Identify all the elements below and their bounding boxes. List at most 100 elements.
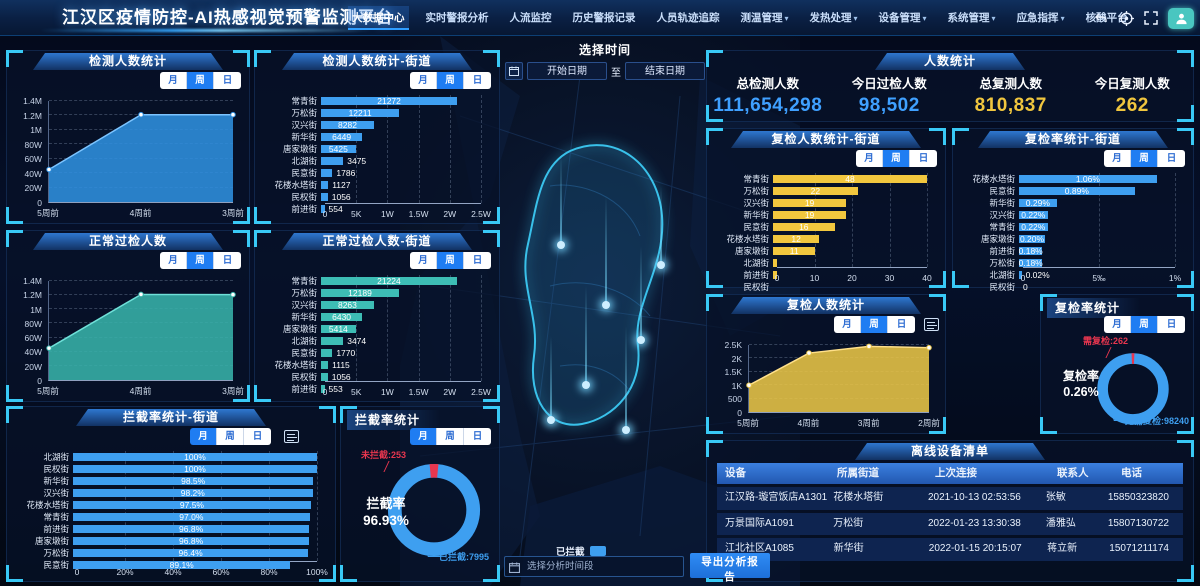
bar-row: 万松街 12189: [263, 287, 481, 299]
tab-月[interactable]: 月: [1104, 316, 1131, 333]
panel-recheck-count: 复检人数统计 月周日 0 500 1K 1.5K 2K 2.5K 5周前 4周前 3周前 2周前: [706, 294, 946, 434]
nav-item-系统管理[interactable]: 系统管理 ▾: [947, 12, 996, 24]
bar: 0.18%: [1018, 246, 1043, 256]
period-tabs: 月周日: [834, 316, 915, 333]
nav-item-测温管理[interactable]: 测温管理 ▾: [740, 12, 789, 24]
tab-周[interactable]: 周: [1131, 150, 1158, 167]
tab-周[interactable]: 周: [437, 72, 464, 89]
bar: 11: [773, 246, 816, 256]
period-tabs: 月周日: [410, 72, 491, 89]
tab-周[interactable]: 周: [217, 428, 244, 445]
column-header: 设备: [725, 467, 746, 479]
tab-周[interactable]: 周: [187, 252, 214, 269]
export-report-button[interactable]: 导出分析报告: [690, 553, 770, 583]
bar-row: 汉兴街 19: [715, 197, 927, 209]
normal-pass-street-bar-chart[interactable]: 常青街 21224 万松街 12189 汉兴街 8263 新华街 6430 唐家墩街 5414 北湖…: [263, 275, 491, 397]
axis-tick: 40: [922, 273, 932, 283]
bar: [321, 156, 344, 166]
axis-tick: 1W: [381, 209, 394, 219]
intercept-rate-donut-chart[interactable]: 拦截率 96.93% 未拦截:253 已拦截:7995: [349, 450, 491, 577]
tab-月[interactable]: 月: [1104, 150, 1131, 167]
offline-device-table: 设备 所属街道 上次连接 联系人 电话 江汉路-璇宫饭店A1301 花楼水塔街 2021-10…: [717, 463, 1183, 575]
category-label: 民权街: [743, 282, 769, 292]
nav-item-人流监控[interactable]: 人流监控: [509, 12, 552, 24]
category-label: 民意街: [291, 168, 317, 178]
axis-tick: 2W: [443, 209, 457, 219]
tab-周[interactable]: 周: [861, 316, 888, 333]
recheck-rate-donut-chart[interactable]: 复检率 0.26% 需复检:262 无需复检:98240: [1049, 336, 1189, 429]
tab-周[interactable]: 周: [883, 150, 910, 167]
recheck-rate-street-bar-chart[interactable]: 花楼水塔街 1.06% 民意街 0.89% 新华街 0.29% 汉兴街 0.22% 常青街 0.2…: [961, 173, 1185, 292]
category-label: 花楼水塔街: [274, 360, 317, 370]
panel-recheck-count-street: 复检人数统计-街道 月周日 常青街 48 万松街 22 汉兴街 19 新华街 19 民意街 16 花…: [706, 128, 946, 292]
bar: [1019, 270, 1022, 280]
tab-月[interactable]: 月: [410, 252, 437, 269]
tab-日[interactable]: 日: [1158, 150, 1185, 167]
intercepted-legend[interactable]: 已拦截: [556, 544, 606, 558]
bar: [321, 168, 333, 178]
tab-日[interactable]: 日: [464, 72, 491, 89]
period-tabs: 月周日: [1104, 316, 1185, 333]
tab-日[interactable]: 日: [214, 72, 241, 89]
tab-月[interactable]: 月: [410, 72, 437, 89]
category-label: 前进街: [743, 270, 769, 280]
fullscreen-icon[interactable]: [1143, 10, 1159, 26]
tab-日[interactable]: 日: [214, 252, 241, 269]
detect-count-area-chart[interactable]: 0 20W 40W 60W 80W 1M 1.2M 1.4M 5周前 4周前 3周前: [23, 96, 244, 218]
app-title: 江汉区疫情防控-AI热感视觉预警监测平台: [62, 8, 394, 27]
stat-item: 今日复测人数 262: [1094, 77, 1170, 116]
map-beam: [582, 286, 590, 389]
category-label: 北湖街: [291, 336, 317, 346]
bar: 96.8%: [73, 536, 310, 546]
end-date-input[interactable]: [625, 62, 705, 80]
tab-月[interactable]: 月: [190, 428, 217, 445]
donut-callout: 无需复检:98240: [1124, 416, 1189, 426]
detect-count-street-bar-chart[interactable]: 常青街 21272 万松街 12211 汉兴街 8282 新华街 6449 唐家墩街 5425 北湖…: [263, 95, 491, 219]
nav-item-人员轨迹追踪[interactable]: 人员轨迹追踪: [656, 12, 720, 24]
nav-item-历史警报记录[interactable]: 历史警报记录: [572, 12, 636, 24]
tab-月[interactable]: 月: [160, 72, 187, 89]
analysis-period-input[interactable]: [504, 556, 684, 577]
toolbox-icon[interactable]: [284, 430, 299, 443]
toolbox-icon[interactable]: [924, 318, 939, 331]
category-label: 唐家墩街: [282, 324, 317, 334]
tab-月[interactable]: 月: [834, 316, 861, 333]
tab-月[interactable]: 月: [160, 252, 187, 269]
bar-row: 唐家墩街 11: [715, 245, 927, 257]
nav-item-核酸平台[interactable]: 核酸平台: [1085, 12, 1128, 24]
tab-周[interactable]: 周: [1131, 316, 1158, 333]
bar-row: 前进街 554: [263, 203, 481, 215]
tab-日[interactable]: 日: [464, 252, 491, 269]
calendar-icon[interactable]: [505, 62, 523, 80]
bar-row: 唐家墩街 0.20%: [961, 233, 1175, 245]
locate-icon[interactable]: [1118, 10, 1134, 26]
tab-周[interactable]: 周: [437, 428, 464, 445]
tab-周[interactable]: 周: [187, 72, 214, 89]
bar: 8282: [321, 120, 374, 130]
start-date-input[interactable]: [527, 62, 607, 80]
nav-item-大数据中心[interactable]: 大数据中心: [348, 6, 409, 30]
tab-月[interactable]: 月: [856, 150, 883, 167]
recheck-count-street-bar-chart[interactable]: 常青街 48 万松街 22 汉兴街 19 新华街 19 民意街 16 花楼水塔街 12 唐家墩街 11 北湖…: [715, 173, 937, 292]
nav-item-设备管理[interactable]: 设备管理 ▾: [878, 12, 927, 24]
tab-日[interactable]: 日: [464, 428, 491, 445]
recheck-count-area-chart[interactable]: 0 500 1K 1.5K 2K 2.5K 5周前 4周前 3周前 2周前: [724, 340, 940, 428]
tab-日[interactable]: 日: [244, 428, 271, 445]
assistant-button[interactable]: [1168, 7, 1194, 29]
axis-tick: 0: [322, 209, 328, 219]
bar: 16: [773, 222, 835, 232]
nav-item-实时警报分析[interactable]: 实时警报分析: [425, 12, 489, 24]
bar-row: 民权街: [715, 281, 927, 293]
tab-月[interactable]: 月: [410, 428, 437, 445]
tab-日[interactable]: 日: [1158, 316, 1185, 333]
tab-周[interactable]: 周: [437, 252, 464, 269]
undo-icon[interactable]: [1093, 10, 1109, 26]
tab-日[interactable]: 日: [910, 150, 937, 167]
nav-item-发热处理[interactable]: 发热处理 ▾: [809, 12, 858, 24]
intercept-rate-street-bar-chart[interactable]: 北湖街 100% 民权街 100% 新华街 98.5% 汉兴街 98.2% 花楼水塔街 97.5%…: [15, 451, 328, 577]
normal-pass-area-chart[interactable]: 0 20W 40W 60W 80W 1M 1.2M 1.4M 5周前 4周前 3周前: [23, 276, 244, 396]
title-glow-streak: [40, 29, 370, 32]
nav-item-应急指挥[interactable]: 应急指挥 ▾: [1016, 12, 1065, 24]
panel-normal-pass-count: 正常过检人数 月周日 0 20W 40W 60W 80W 1M 1.2M 1.4M 5周前 4周前…: [6, 230, 250, 402]
tab-日[interactable]: 日: [888, 316, 915, 333]
